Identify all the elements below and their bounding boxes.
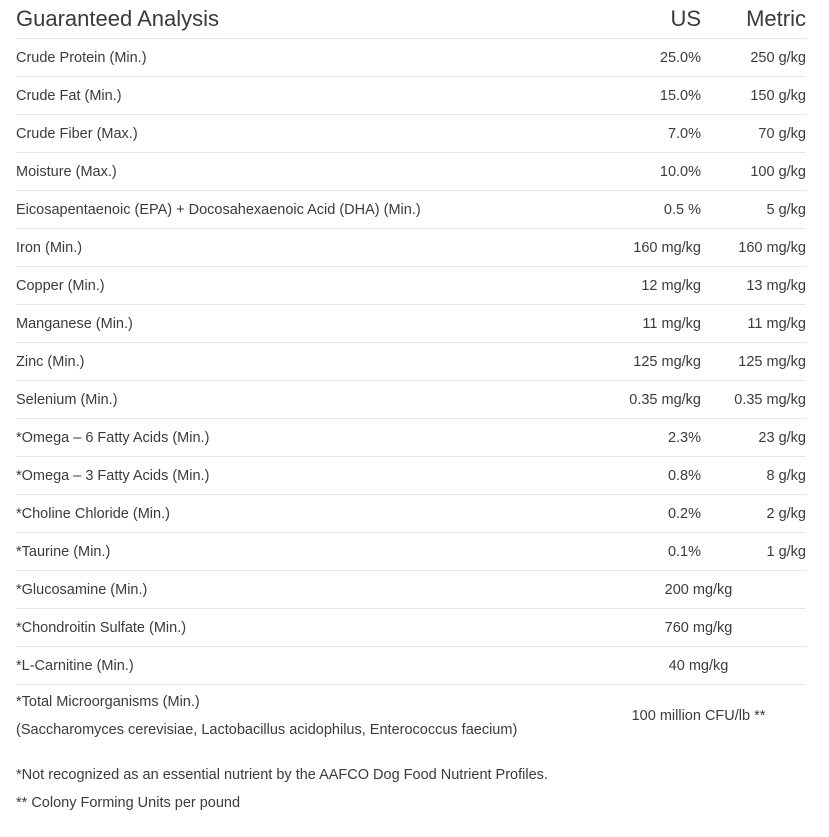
us-value: 10.0%	[591, 152, 701, 191]
table-row: *Omega – 6 Fatty Acids (Min.) 2.3% 23 g/kg	[16, 418, 806, 457]
us-value: 0.8%	[591, 456, 701, 495]
metric-column-header: Metric	[701, 0, 806, 39]
footnote: *Not recognized as an essential nutrient…	[16, 767, 548, 783]
us-value: 7.0%	[591, 114, 701, 153]
metric-value: 250 g/kg	[701, 38, 806, 77]
metric-value: 13 mg/kg	[701, 266, 806, 305]
table-title: Guaranteed Analysis	[16, 0, 591, 39]
us-value: 2.3%	[591, 418, 701, 457]
nutrient-label: *Total Microorganisms (Min.) (Saccharomyc…	[16, 685, 591, 748]
nutrient-label: Crude Protein (Min.)	[16, 38, 591, 77]
us-column-header: US	[591, 0, 701, 39]
combined-value: 200 mg/kg	[591, 570, 806, 609]
nutrient-label: *Choline Chloride (Min.)	[16, 494, 591, 533]
combined-value: 760 mg/kg	[591, 608, 806, 647]
metric-value: 160 mg/kg	[701, 228, 806, 267]
footnote: ** Colony Forming Units per pound	[16, 795, 241, 811]
metric-value: 70 g/kg	[701, 114, 806, 153]
us-value: 12 mg/kg	[591, 266, 701, 305]
nutrient-label: Zinc (Min.)	[16, 342, 591, 381]
nutrient-label-main: *Total Microorganisms (Min.)	[16, 694, 200, 710]
table-row: *Total Microorganisms (Min.) (Saccharomyc…	[16, 685, 806, 748]
metric-value: 8 g/kg	[701, 456, 806, 495]
table-row: Crude Fat (Min.) 15.0% 150 g/kg	[16, 76, 806, 115]
nutrient-label: *Omega – 6 Fatty Acids (Min.)	[16, 418, 591, 457]
nutrient-label: Eicosapentaenoic (EPA) + Docosahexaenoic…	[16, 190, 591, 229]
nutrient-label: *Chondroitin Sulfate (Min.)	[16, 608, 591, 647]
table-row: *L-Carnitine (Min.) 40 mg/kg	[16, 646, 806, 685]
us-value: 15.0%	[591, 76, 701, 115]
metric-value: 5 g/kg	[701, 190, 806, 229]
table-row: Crude Protein (Min.) 25.0% 250 g/kg	[16, 38, 806, 77]
combined-value: 40 mg/kg	[591, 646, 806, 685]
table-row: Eicosapentaenoic (EPA) + Docosahexaenoic…	[16, 190, 806, 229]
table-row: *Glucosamine (Min.) 200 mg/kg	[16, 570, 806, 609]
footnotes: *Not recognized as an essential nutrient…	[16, 761, 548, 817]
nutrient-label: *L-Carnitine (Min.)	[16, 646, 591, 685]
us-value: 0.1%	[591, 532, 701, 571]
nutrient-label: Crude Fiber (Max.)	[16, 114, 591, 153]
us-value: 160 mg/kg	[591, 228, 701, 267]
table-row: *Omega – 3 Fatty Acids (Min.) 0.8% 8 g/kg	[16, 456, 806, 495]
us-value: 0.5 %	[591, 190, 701, 229]
us-value: 125 mg/kg	[591, 342, 701, 381]
table-row: Moisture (Max.) 10.0% 100 g/kg	[16, 152, 806, 191]
nutrient-label: Selenium (Min.)	[16, 380, 591, 419]
us-value: 0.35 mg/kg	[591, 380, 701, 419]
table-row: *Taurine (Min.) 0.1% 1 g/kg	[16, 532, 806, 571]
table-row: Selenium (Min.) 0.35 mg/kg 0.35 mg/kg	[16, 380, 806, 419]
metric-value: 125 mg/kg	[701, 342, 806, 381]
nutrient-label: *Taurine (Min.)	[16, 532, 591, 571]
us-value: 25.0%	[591, 38, 701, 77]
metric-value: 100 g/kg	[701, 152, 806, 191]
us-value: 11 mg/kg	[591, 304, 701, 343]
nutrient-label: Iron (Min.)	[16, 228, 591, 267]
metric-value: 0.35 mg/kg	[701, 380, 806, 419]
combined-value: 100 million CFU/lb **	[631, 708, 766, 724]
table-row: Crude Fiber (Max.) 7.0% 70 g/kg	[16, 114, 806, 153]
us-value: 0.2%	[591, 494, 701, 533]
metric-value: 1 g/kg	[701, 532, 806, 571]
nutrient-label: Manganese (Min.)	[16, 304, 591, 343]
nutrient-label: *Glucosamine (Min.)	[16, 570, 591, 609]
nutrient-label-sub: (Saccharomyces cerevisiae, Lactobacillus…	[16, 722, 518, 738]
table-row: Zinc (Min.) 125 mg/kg 125 mg/kg	[16, 342, 806, 381]
metric-value: 23 g/kg	[701, 418, 806, 457]
table-row: Manganese (Min.) 11 mg/kg 11 mg/kg	[16, 304, 806, 343]
table-row: Iron (Min.) 160 mg/kg 160 mg/kg	[16, 228, 806, 267]
table-row: Copper (Min.) 12 mg/kg 13 mg/kg	[16, 266, 806, 305]
table-row: *Chondroitin Sulfate (Min.) 760 mg/kg	[16, 608, 806, 647]
metric-value: 2 g/kg	[701, 494, 806, 533]
guaranteed-analysis-table: Guaranteed Analysis US Metric Crude Prot…	[16, 0, 806, 747]
metric-value: 150 g/kg	[701, 76, 806, 115]
nutrient-label: Moisture (Max.)	[16, 152, 591, 191]
nutrient-label: Crude Fat (Min.)	[16, 76, 591, 115]
metric-value: 11 mg/kg	[701, 304, 806, 343]
header-row: Guaranteed Analysis US Metric	[16, 0, 806, 39]
nutrient-label: Copper (Min.)	[16, 266, 591, 305]
nutrient-label: *Omega – 3 Fatty Acids (Min.)	[16, 456, 591, 495]
table-row: *Choline Chloride (Min.) 0.2% 2 g/kg	[16, 494, 806, 533]
